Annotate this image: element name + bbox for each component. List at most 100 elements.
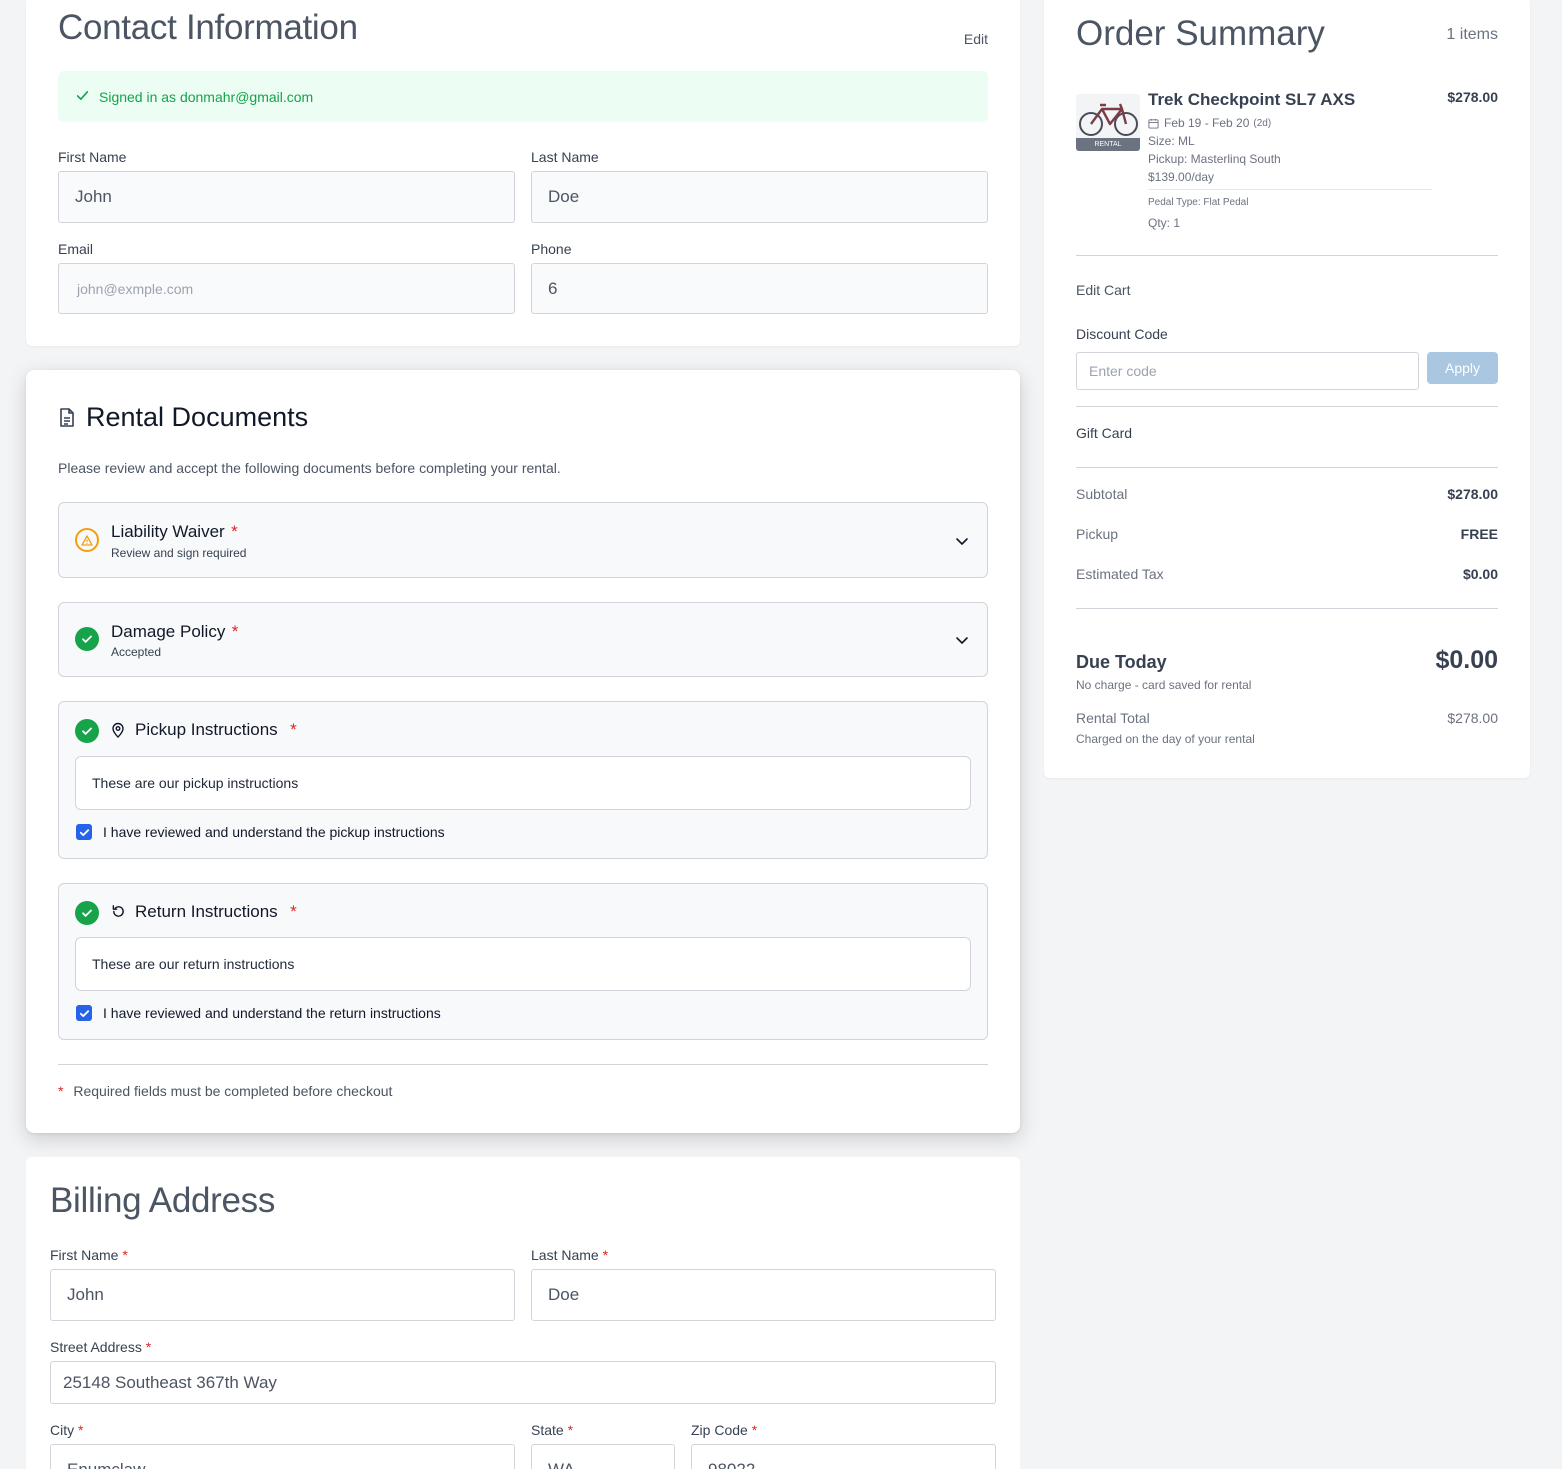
email-label: Email bbox=[58, 241, 94, 257]
required-marker: * bbox=[231, 622, 239, 641]
divider bbox=[1076, 406, 1498, 407]
warning-icon bbox=[75, 528, 99, 552]
return-instructions-title: Return Instructions bbox=[135, 902, 278, 921]
damage-policy-title: Damage Policy bbox=[111, 622, 226, 641]
damage-policy-status: Accepted bbox=[111, 645, 162, 659]
first-name-label: First Name bbox=[58, 149, 127, 165]
return-agree-label[interactable]: I have reviewed and understand the retur… bbox=[103, 1005, 441, 1021]
edit-cart-link[interactable]: Edit Cart bbox=[1076, 282, 1131, 298]
liability-waiver-accordion[interactable]: Liability Waiver * Review and sign requi… bbox=[58, 502, 988, 578]
check-icon bbox=[76, 89, 89, 105]
tax-row: Estimated Tax $0.00 bbox=[1076, 566, 1498, 582]
pickup-label: Pickup bbox=[1076, 526, 1119, 542]
street-address-input[interactable]: 25148 Southeast 367th Way bbox=[50, 1361, 996, 1404]
divider bbox=[1076, 467, 1498, 468]
divider bbox=[1076, 255, 1498, 256]
chevron-down-icon[interactable] bbox=[955, 534, 969, 548]
chevron-down-icon[interactable] bbox=[955, 633, 969, 647]
first-name-input[interactable]: John bbox=[58, 171, 515, 223]
discount-code-input[interactable]: Enter code bbox=[1076, 352, 1419, 390]
liability-waiver-status: Review and sign required bbox=[111, 546, 247, 560]
zip-label: Zip Code * bbox=[691, 1422, 757, 1438]
city-input[interactable]: Enumclaw bbox=[50, 1444, 515, 1469]
state-select[interactable]: WA bbox=[531, 1444, 675, 1469]
billing-first-name-input[interactable]: John bbox=[50, 1269, 515, 1321]
product-pickup-location: Pickup: Masterlinq South bbox=[1148, 152, 1281, 166]
rental-badge: RENTAL bbox=[1076, 138, 1140, 151]
product-price: $278.00 bbox=[1447, 89, 1498, 105]
damage-policy-accordion[interactable]: Damage Policy * Accepted bbox=[58, 602, 988, 677]
required-marker: * bbox=[231, 522, 238, 541]
rental-documents-card: Rental Documents Please review and accep… bbox=[26, 370, 1020, 1133]
zip-input[interactable]: 98022 bbox=[691, 1444, 996, 1469]
return-agree-checkbox[interactable] bbox=[76, 1005, 92, 1021]
billing-address-card: Billing Address First Name * John Last N… bbox=[26, 1157, 1020, 1469]
required-marker: * bbox=[567, 1422, 574, 1438]
pickup-instructions-section: Pickup Instructions * These are our pick… bbox=[58, 701, 988, 859]
discount-code-label: Discount Code bbox=[1076, 326, 1168, 342]
required-marker: * bbox=[290, 902, 297, 921]
check-circle-icon bbox=[75, 627, 99, 651]
city-label: City * bbox=[50, 1422, 83, 1438]
label-text: First Name bbox=[50, 1247, 119, 1263]
apply-button[interactable]: Apply bbox=[1427, 352, 1498, 384]
subtotal-value: $278.00 bbox=[1447, 486, 1498, 502]
liability-waiver-title: Liability Waiver bbox=[111, 522, 225, 541]
label-text: State bbox=[531, 1422, 564, 1438]
subtotal-label: Subtotal bbox=[1076, 486, 1128, 502]
email-input[interactable]: john@exmple.com bbox=[58, 263, 515, 314]
product-name: Trek Checkpoint SL7 AXS bbox=[1148, 90, 1356, 109]
state-label: State * bbox=[531, 1422, 573, 1438]
last-name-input[interactable]: Doe bbox=[531, 171, 988, 223]
tax-label: Estimated Tax bbox=[1076, 566, 1164, 582]
due-today-note: No charge - card saved for rental bbox=[1076, 678, 1252, 692]
rental-docs-intro: Please review and accept the following d… bbox=[58, 460, 561, 476]
signed-in-text: Signed in as donmahr@gmail.com bbox=[99, 88, 314, 105]
pickup-agree-label[interactable]: I have reviewed and understand the picku… bbox=[103, 824, 445, 840]
pickup-value: FREE bbox=[1460, 526, 1498, 542]
due-today-value: $0.00 bbox=[1435, 646, 1498, 674]
divider bbox=[1148, 189, 1432, 190]
tax-value: $0.00 bbox=[1462, 566, 1498, 582]
check-circle-icon bbox=[75, 719, 99, 743]
bicycle-icon bbox=[1079, 103, 1138, 136]
required-marker: * bbox=[145, 1339, 152, 1355]
item-count: 1 items bbox=[1446, 26, 1498, 43]
signed-in-banner: Signed in as donmahr@gmail.com bbox=[58, 71, 988, 122]
label-text: Zip Code bbox=[691, 1422, 748, 1438]
required-marker: * bbox=[751, 1422, 758, 1438]
subtotal-row: Subtotal $278.00 bbox=[1076, 486, 1498, 502]
contact-edit-link[interactable]: Edit bbox=[963, 31, 988, 47]
divider bbox=[1076, 608, 1498, 609]
pickup-instructions-title: Pickup Instructions bbox=[135, 720, 278, 739]
date-range: Feb 19 - Feb 20 bbox=[1164, 116, 1250, 130]
contact-card: Contact Information Edit Signed in as do… bbox=[26, 0, 1020, 346]
pickup-row: Pickup FREE bbox=[1076, 526, 1498, 542]
billing-last-name-label: Last Name * bbox=[531, 1247, 608, 1263]
pedal-type: Pedal Type: Flat Pedal bbox=[1148, 197, 1249, 208]
rental-docs-title: Rental Documents bbox=[86, 402, 309, 432]
pickup-agree-checkbox[interactable] bbox=[76, 824, 92, 840]
order-summary-card: Order Summary 1 items RENTAL Trek Checkp… bbox=[1044, 0, 1530, 778]
rental-dates: Feb 19 - Feb 20 (2d) bbox=[1148, 116, 1271, 130]
required-marker: * bbox=[290, 720, 297, 739]
phone-label: Phone bbox=[531, 241, 572, 257]
required-marker: * bbox=[58, 1083, 64, 1099]
rental-total-label: Rental Total bbox=[1076, 710, 1150, 726]
required-marker: * bbox=[78, 1422, 84, 1438]
required-footnote: * Required fields must be completed befo… bbox=[58, 1083, 392, 1099]
last-name-label: Last Name bbox=[531, 149, 599, 165]
label-text: Street Address bbox=[50, 1339, 142, 1355]
product-qty: Qty: 1 bbox=[1148, 216, 1181, 230]
gift-card-toggle[interactable]: Gift Card bbox=[1076, 425, 1133, 441]
required-footnote-text: Required fields must be completed before… bbox=[73, 1083, 393, 1099]
product-image: RENTAL bbox=[1076, 94, 1140, 151]
phone-input[interactable]: 6 bbox=[531, 263, 988, 314]
billing-first-name-label: First Name * bbox=[50, 1247, 128, 1263]
rental-total-value: $278.00 bbox=[1447, 710, 1498, 726]
label-text: Last Name bbox=[531, 1247, 599, 1263]
divider bbox=[58, 1064, 988, 1065]
return-instructions-section: Return Instructions * These are our retu… bbox=[58, 883, 988, 1040]
label-text: City bbox=[50, 1422, 75, 1438]
billing-last-name-input[interactable]: Doe bbox=[531, 1269, 996, 1321]
